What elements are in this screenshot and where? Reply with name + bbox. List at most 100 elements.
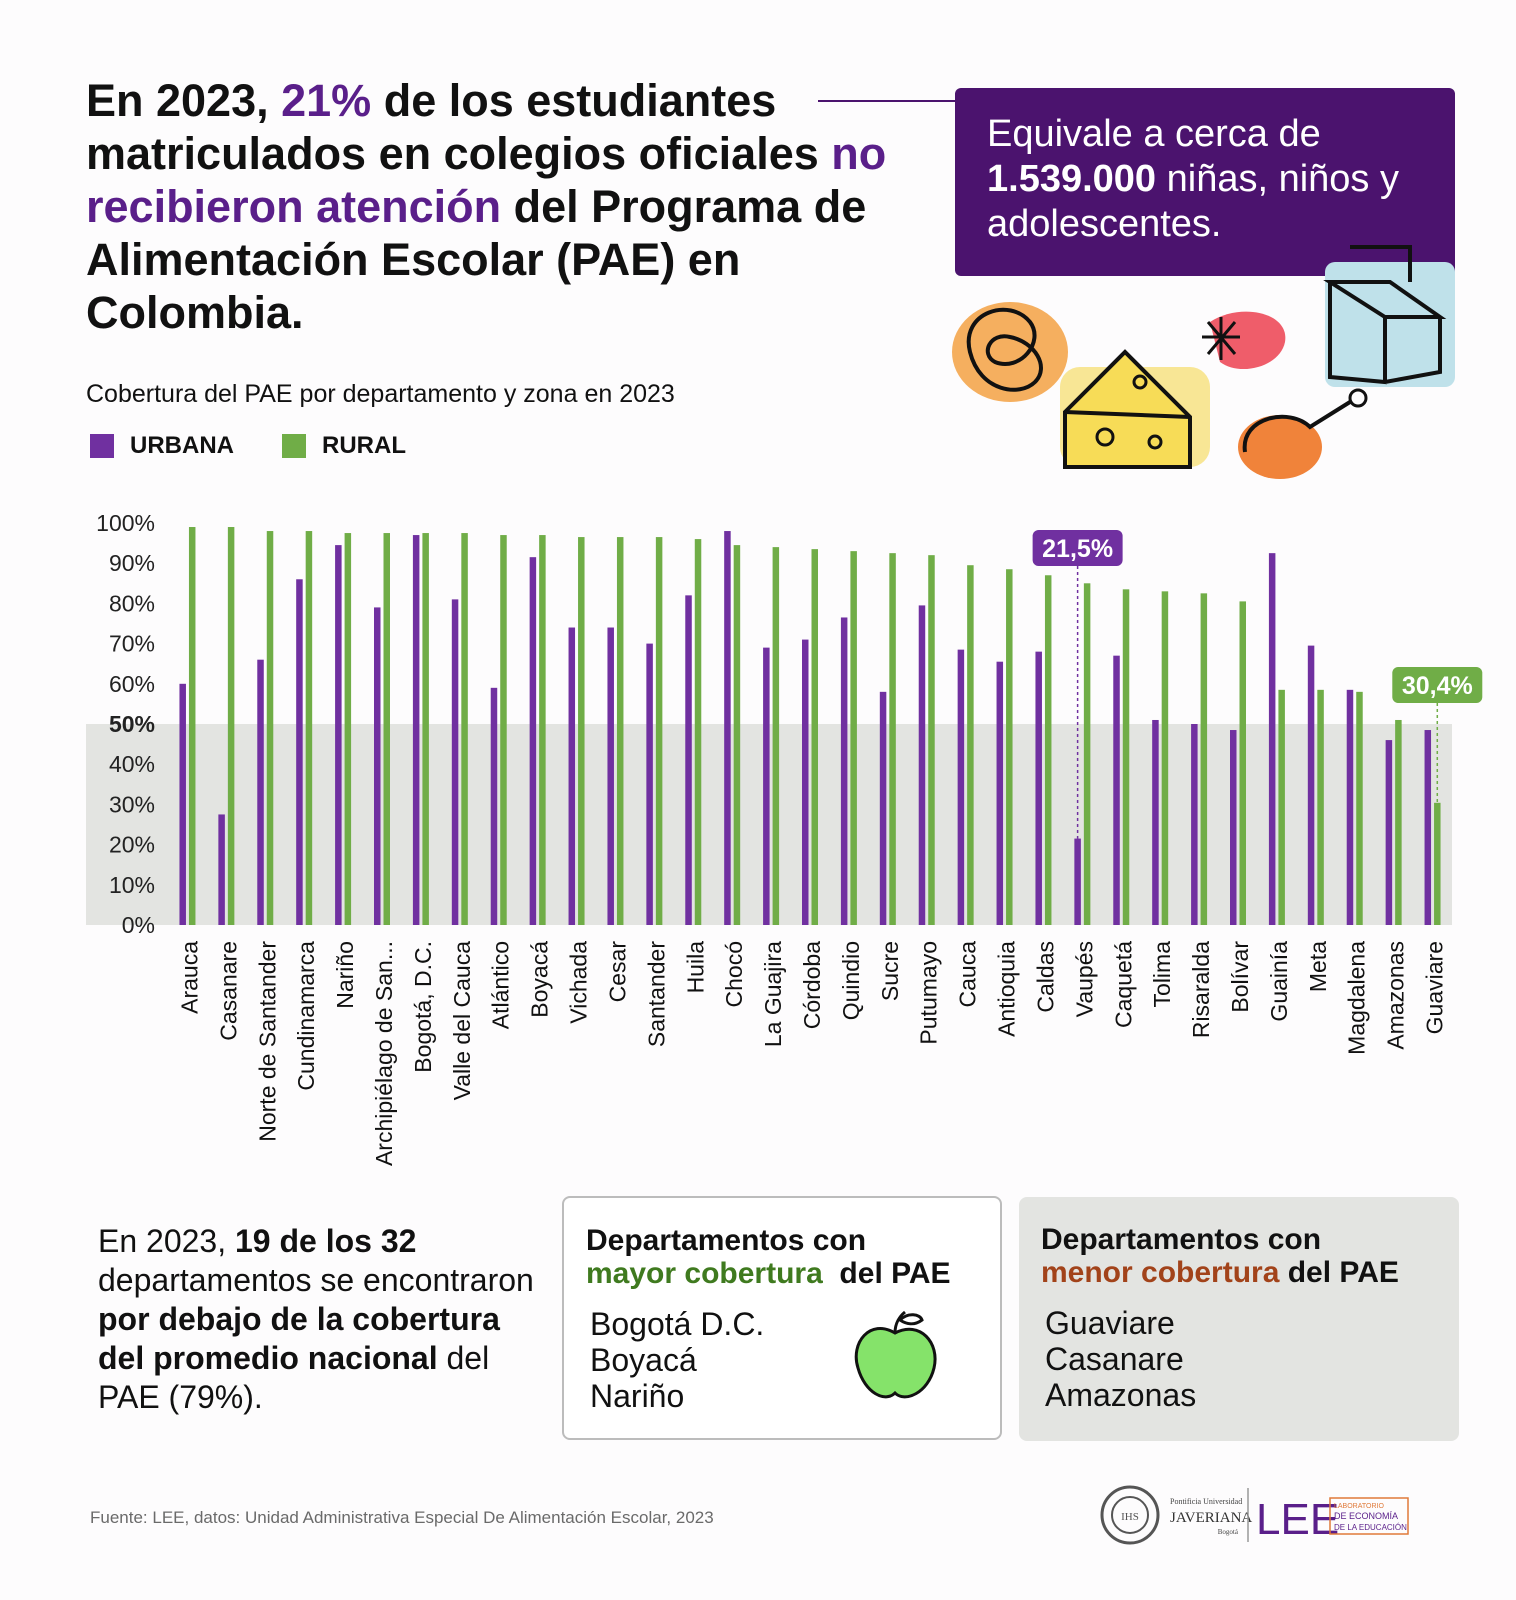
y-tick-label: 40% <box>109 751 155 777</box>
bar-urbana <box>879 691 887 925</box>
bar-rural <box>811 549 818 925</box>
list-item: Casanare <box>1045 1341 1184 1377</box>
bogota-text: Bogotá <box>1218 1528 1239 1536</box>
bar-urbana <box>568 627 576 925</box>
bar-rural <box>305 531 313 925</box>
bar-urbana <box>1307 645 1315 925</box>
highest-title-a: Departamentos con <box>586 1224 867 1257</box>
cheese-icon <box>1060 349 1210 469</box>
bar-rural <box>344 533 352 925</box>
bar-urbana <box>1346 689 1354 925</box>
bar-rural <box>539 535 546 925</box>
bar-urbana <box>1074 838 1081 925</box>
bar-rural <box>227 527 235 925</box>
bar-rural <box>772 547 780 925</box>
lee-logo-text: LEE <box>1256 1495 1339 1544</box>
legend-item-rural: RURAL <box>282 432 406 460</box>
bar-rural <box>188 527 196 925</box>
x-tick-label: Casanare <box>215 941 241 1041</box>
javeriana-small-text: Pontificia Universidad <box>1170 1497 1242 1506</box>
bar-urbana <box>218 814 225 925</box>
x-tick-label: Santander <box>643 941 669 1047</box>
lee-sub2: DE ECONOMÍA <box>1334 1511 1398 1521</box>
callout-number: 1.539.000 <box>987 158 1157 200</box>
annotation-badge <box>1392 667 1483 703</box>
x-tick-label: La Guajira <box>760 941 786 1047</box>
bar-urbana <box>490 687 498 925</box>
bar-rural <box>694 539 702 925</box>
bar-urbana <box>1385 740 1393 925</box>
summary-b2: por debajo de la cobertura del promedio … <box>98 1301 500 1376</box>
lowest-coverage-box: Departamentos con menor cobertura del PAE… <box>1019 1197 1459 1441</box>
x-tick-label: Sucre <box>877 941 903 1001</box>
x-tick-label: Valle del Cauca <box>449 941 475 1101</box>
bar-rural <box>1200 593 1208 925</box>
source-note: Fuente: LEE, datos: Unidad Administrativ… <box>90 1508 714 1527</box>
callout-line2: niñas, niños y adolescentes. <box>987 158 1399 245</box>
bar-urbana <box>412 535 420 925</box>
y-tick-label: 10% <box>109 872 155 898</box>
bar-urbana <box>1424 730 1432 925</box>
bar-rural <box>1122 589 1130 925</box>
highest-coverage-title: Departamentos con mayor cobertura del PAE <box>586 1224 978 1290</box>
x-tick-label: Putumayo <box>916 941 942 1045</box>
x-tick-label: Bogotá, D.C. <box>410 941 436 1073</box>
x-tick-label: Córdoba <box>799 941 825 1029</box>
bar-urbana <box>957 649 965 925</box>
bar-urbana <box>1152 719 1159 925</box>
list-item: Bogotá D.C. <box>590 1306 765 1342</box>
institution-logos: IHS Pontificia Universidad JAVERIANA Bog… <box>1100 1485 1409 1545</box>
bar-rural <box>967 565 974 925</box>
bar-rural <box>1395 719 1402 925</box>
y-tick-label: 60% <box>109 671 155 697</box>
bar-rural <box>1044 575 1052 925</box>
bar-rural <box>655 537 663 925</box>
bar-urbana <box>996 661 1004 925</box>
callout-box: Equivale a cerca de 1.539.000 niñas, niñ… <box>955 88 1455 276</box>
lowest-title-b: menor cobertura <box>1041 1256 1280 1289</box>
x-tick-label: Magdalena <box>1344 941 1370 1055</box>
summary-p2: departamentos se encontraron <box>98 1262 534 1298</box>
bar-rural <box>1278 689 1285 925</box>
bar-rural <box>1161 591 1169 925</box>
chart-legend: URBANA RURAL <box>90 432 454 460</box>
bar-urbana <box>179 683 186 925</box>
bar-urbana <box>646 643 653 925</box>
lowest-title-a: Departamentos con <box>1041 1223 1322 1256</box>
list-item: Boyacá <box>590 1342 697 1378</box>
lee-logo-frame <box>1329 1497 1409 1535</box>
x-tick-label: Tolima <box>1149 941 1175 1008</box>
x-tick-label: Bolívar <box>1227 941 1253 1013</box>
y-tick-label: 90% <box>109 550 155 576</box>
bar-urbana <box>685 595 692 925</box>
headline-part2: de los estudiantes matriculados en coleg… <box>86 75 832 179</box>
summary-p3: del PAE (79%). <box>98 1340 490 1415</box>
bar-urbana <box>1035 651 1042 925</box>
highest-coverage-list: Bogotá D.C. Boyacá Nariño <box>590 1306 978 1414</box>
lee-sub1: LABORATORIO <box>1334 1503 1384 1510</box>
highest-coverage-box: Departamentos con mayor cobertura del PAE… <box>562 1196 1002 1440</box>
legend-label-urbana: URBANA <box>130 432 234 459</box>
bar-urbana <box>529 557 537 925</box>
x-tick-label: Norte de Santander <box>254 941 280 1142</box>
annotation-badge <box>1032 530 1123 566</box>
bar-urbana <box>1230 730 1237 925</box>
legend-label-rural: RURAL <box>322 432 406 459</box>
annotation-label: 21,5% <box>1042 535 1113 563</box>
bar-urbana <box>840 617 848 925</box>
x-tick-label: Boyacá <box>527 941 553 1018</box>
bar-rural <box>1006 569 1013 925</box>
bar-rural <box>850 551 857 925</box>
x-tick-label: Vichada <box>566 941 592 1024</box>
lowest-coverage-list: Guaviare Casanare Amazonas <box>1045 1305 1437 1413</box>
bar-urbana <box>374 607 381 925</box>
x-tick-label: Caquetá <box>1110 941 1136 1028</box>
legend-swatch-urbana <box>90 434 114 458</box>
bar-urbana <box>1113 655 1120 925</box>
y-tick-label: 100% <box>96 510 155 536</box>
bar-urbana <box>335 545 342 925</box>
bar-rural <box>266 531 274 925</box>
x-tick-label: Nariño <box>332 941 358 1009</box>
bar-rural <box>1239 601 1246 925</box>
apple-icon <box>854 1310 937 1399</box>
